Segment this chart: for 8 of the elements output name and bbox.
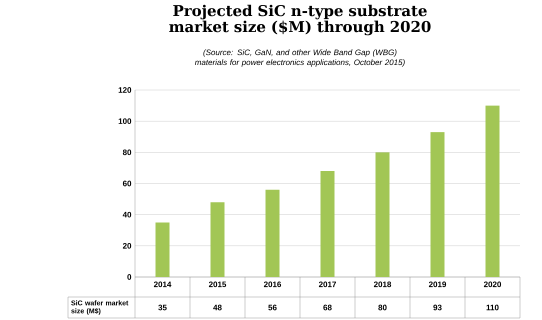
bar <box>376 152 390 277</box>
chart-title: Projected SiC n-type substrate market size ($M) through 2020 <box>169 4 431 36</box>
bar <box>486 106 500 277</box>
bar <box>430 132 444 277</box>
bar <box>210 202 225 277</box>
bar <box>156 222 170 277</box>
bar <box>266 190 280 277</box>
bar <box>320 171 335 277</box>
